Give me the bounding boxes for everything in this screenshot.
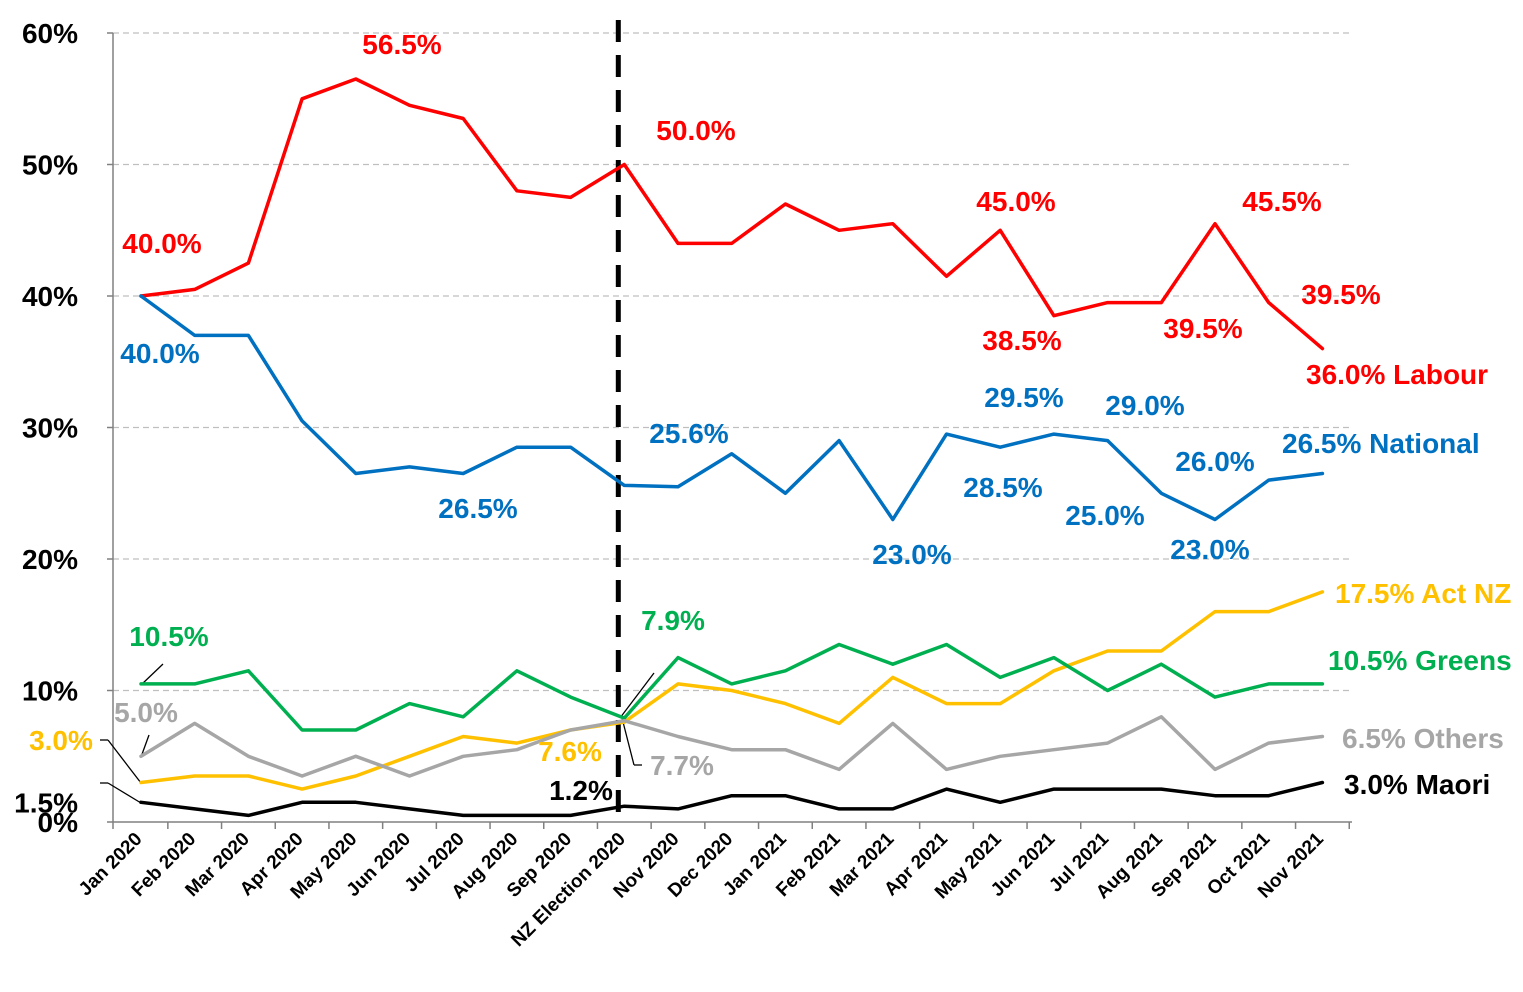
data-label-national: 25.6% bbox=[649, 418, 728, 449]
data-label-greens: 7.9% bbox=[641, 605, 705, 636]
data-label-national: 23.0% bbox=[1170, 534, 1249, 565]
data-label-labour: 45.0% bbox=[976, 186, 1055, 217]
data-label-act-nz: 17.5% Act NZ bbox=[1335, 578, 1511, 609]
data-label-labour: 56.5% bbox=[362, 29, 441, 60]
y-tick-label: 10% bbox=[22, 676, 78, 707]
data-label-national: 26.5% National bbox=[1282, 428, 1480, 459]
data-label-greens: 10.5% Greens bbox=[1328, 645, 1512, 676]
series-lines bbox=[139, 77, 1325, 818]
data-label-greens: 10.5% bbox=[129, 621, 208, 652]
y-tick-labels: 0%1.5% 10% 20% 30% 40% 50% 60% bbox=[14, 18, 78, 838]
data-label-national: 29.0% bbox=[1105, 390, 1184, 421]
data-label-others: 6.5% Others bbox=[1342, 723, 1504, 754]
y-tick-label: 1.5% bbox=[14, 787, 78, 818]
data-label-maori: 1.2% bbox=[549, 775, 613, 806]
data-label-national: 28.5% bbox=[963, 472, 1042, 503]
gridlines bbox=[113, 32, 1352, 692]
data-label-maori: 3.0% Maori bbox=[1344, 769, 1490, 800]
leader-line bbox=[107, 782, 142, 804]
data-label-national: 40.0% bbox=[120, 338, 199, 369]
data-label-national: 26.0% bbox=[1175, 446, 1254, 477]
data-label-others: 7.7% bbox=[650, 750, 714, 781]
y-tick-label: 50% bbox=[22, 150, 78, 181]
series-line-national bbox=[139, 294, 1325, 522]
y-tick-label: 60% bbox=[22, 18, 78, 49]
leader-line bbox=[140, 663, 164, 686]
y-tick-label: 20% bbox=[22, 544, 78, 575]
leader-line bbox=[140, 734, 150, 758]
data-label-labour: 38.5% bbox=[982, 325, 1061, 356]
data-label-labour: 39.5% bbox=[1301, 279, 1380, 310]
series-line-others bbox=[139, 715, 1325, 778]
y-tick-label: 30% bbox=[22, 413, 78, 444]
leader-line bbox=[107, 739, 142, 784]
data-label-others: 5.0% bbox=[114, 697, 178, 728]
data-label-national: 26.5% bbox=[438, 493, 517, 524]
data-labels: 40.0% 56.5% 50.0% 45.0% 38.5% 39.5% 45.5% 39.5%… bbox=[29, 29, 1512, 806]
data-label-national: 29.5% bbox=[984, 382, 1063, 413]
series-line-labour bbox=[139, 77, 1325, 351]
leader-line bbox=[621, 717, 635, 766]
data-label-national: 25.0% bbox=[1065, 500, 1144, 531]
label-leader-lines bbox=[100, 663, 655, 804]
data-label-labour: 45.5% bbox=[1242, 186, 1321, 217]
data-label-labour: 40.0% bbox=[122, 228, 201, 259]
data-label-act-nz: 7.6% bbox=[538, 736, 602, 767]
y-tick-label: 40% bbox=[22, 281, 78, 312]
y-tick-label: 0% bbox=[38, 807, 79, 838]
series-line-greens bbox=[139, 642, 1325, 732]
data-label-labour: 36.0% Labour bbox=[1306, 359, 1488, 390]
leader-line bbox=[619, 672, 655, 719]
data-label-labour: 50.0% bbox=[656, 115, 735, 146]
series-line-act-nz bbox=[139, 590, 1325, 791]
data-label-labour: 39.5% bbox=[1163, 313, 1242, 344]
data-label-act-nz: 3.0% bbox=[29, 725, 93, 756]
data-label-national: 23.0% bbox=[872, 539, 951, 570]
axes bbox=[107, 32, 1352, 829]
series-line-maori bbox=[139, 780, 1325, 818]
